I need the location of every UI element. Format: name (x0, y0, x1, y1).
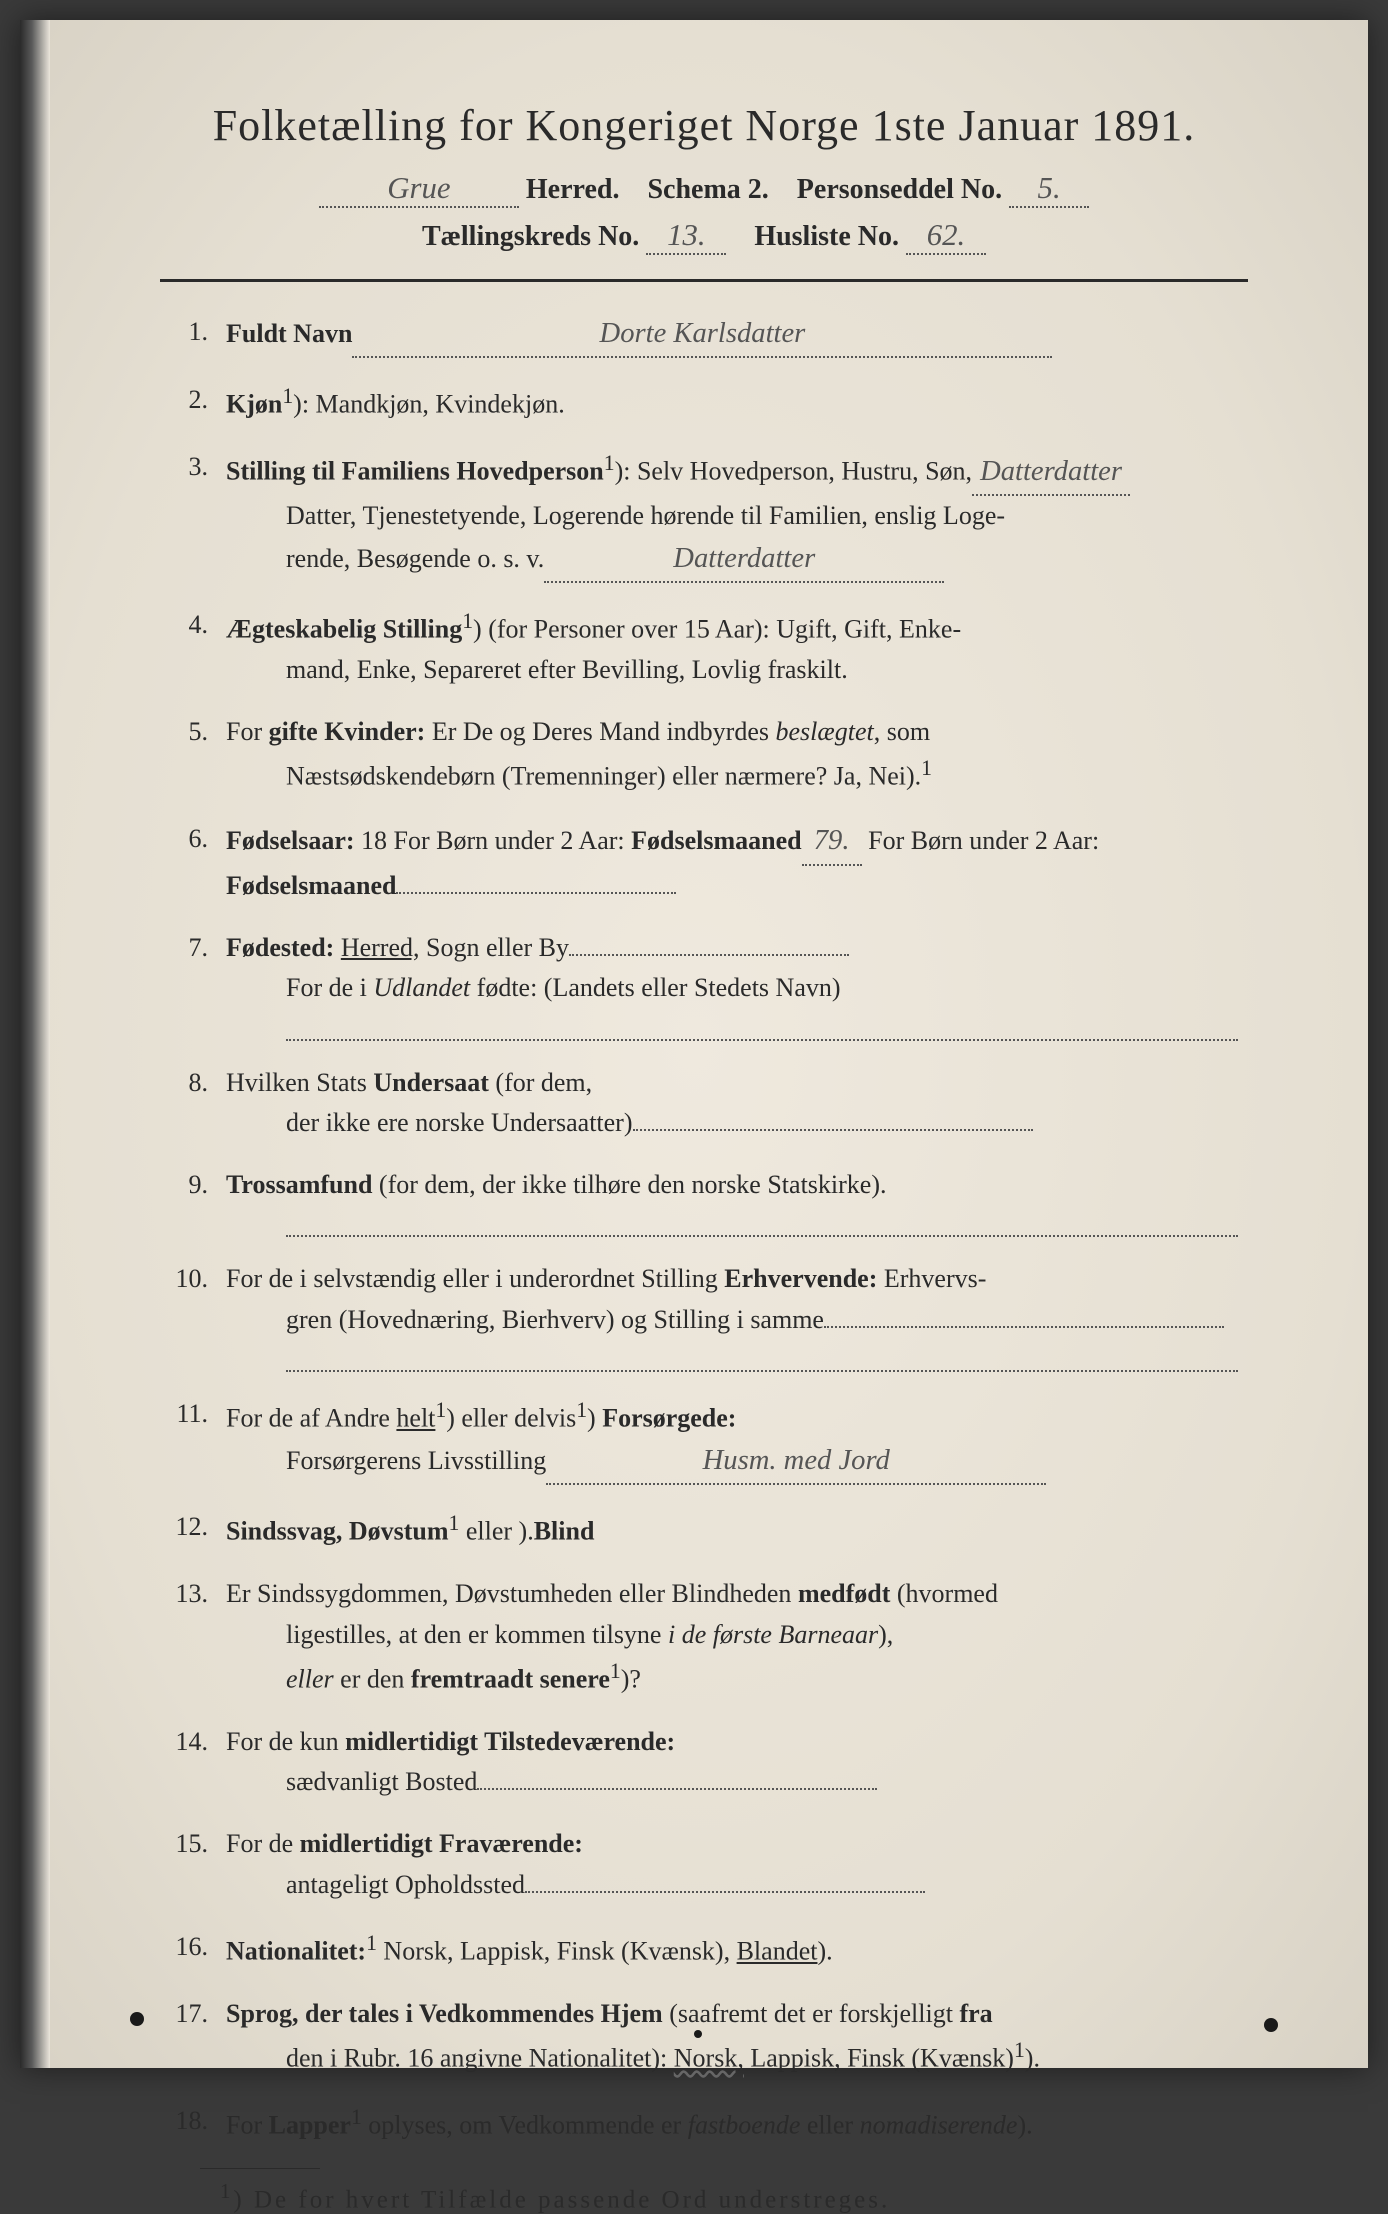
census-form-page: Folketælling for Kongeriget Norge 1ste J… (20, 20, 1368, 2068)
item-number: 8. (170, 1063, 226, 1144)
item-body: Nationalitet:1 Norsk, Lappisk, Finsk (Kv… (226, 1927, 1238, 1972)
item-body: Ægteskabelig Stilling1) (for Personer ov… (226, 605, 1238, 690)
ink-blot (1264, 2018, 1278, 2032)
item-number: 11. (170, 1394, 226, 1485)
item-number: 6. (170, 819, 226, 906)
form-item: 13.Er Sindssygdommen, Døvstumheden eller… (170, 1574, 1238, 1700)
item-number: 4. (170, 605, 226, 690)
handwritten-value: Datterdatter (972, 450, 1130, 496)
handwritten-value: Dorte Karlsdatter (352, 312, 1052, 358)
kreds-label: Tællingskreds No. (422, 221, 639, 252)
schema-label: Schema 2. (647, 174, 768, 205)
item-number: 18. (170, 2101, 226, 2146)
item-body: For de midlertidigt Fraværende:antagelig… (226, 1824, 1238, 1905)
form-item: 12.Sindssvag, Døvstum1 eller ).Blind (170, 1507, 1238, 1552)
item-body: Fuldt NavnDorte Karlsdatter (226, 312, 1238, 358)
form-item: 8.Hvilken Stats Undersaat (for dem,der i… (170, 1063, 1238, 1144)
form-item: 14.For de kun midlertidigt Tilstedeværen… (170, 1722, 1238, 1803)
form-item: 7.Fødested: Herred, Sogn eller ByFor de … (170, 928, 1238, 1041)
item-number: 7. (170, 928, 226, 1041)
header-rule (160, 279, 1248, 282)
form-item: 16.Nationalitet:1 Norsk, Lappisk, Finsk … (170, 1927, 1238, 1972)
item-number: 1. (170, 312, 226, 358)
item-number: 17. (170, 1994, 226, 2079)
herred-label: Herred. (526, 174, 620, 205)
item-number: 15. (170, 1824, 226, 1905)
footnote-marker: 1 (220, 2179, 233, 2203)
herred-line: Grue Herred. Schema 2. Personseddel No. … (160, 171, 1248, 208)
handwritten-value: 79. (802, 819, 862, 865)
item-body: Stilling til Familiens Hovedperson1): Se… (226, 447, 1238, 583)
footnote-text: ) De for hvert Tilfælde passende Ord und… (233, 2186, 890, 2213)
item-number: 5. (170, 712, 226, 797)
item-body: Trossamfund (for dem, der ikke tilhøre d… (226, 1165, 1238, 1237)
form-item: 18.For Lapper1 oplyses, om Vedkommende e… (170, 2101, 1238, 2146)
form-item: 5.For gifte Kvinder: Er De og Deres Mand… (170, 712, 1238, 797)
handwritten-value: Datterdatter (544, 537, 944, 583)
handwritten-value: Husm. med Jord (546, 1439, 1046, 1485)
item-number: 12. (170, 1507, 226, 1552)
item-body: For de af Andre helt1) eller delvis1) Fo… (226, 1394, 1238, 1485)
item-body: For de kun midlertidigt Tilstedeværende:… (226, 1722, 1238, 1803)
form-title: Folketælling for Kongeriget Norge 1ste J… (160, 100, 1248, 151)
item-body: Fødested: Herred, Sogn eller ByFor de i … (226, 928, 1238, 1041)
kreds-no: 13. (646, 218, 726, 255)
item-body: Hvilken Stats Undersaat (for dem,der ikk… (226, 1063, 1238, 1144)
form-item: 10.For de i selvstændig eller i underord… (170, 1259, 1238, 1372)
item-body: Fødselsaar: 18 For Børn under 2 Aar: Fød… (226, 819, 1238, 906)
footnote-rule (200, 2168, 320, 2169)
item-number: 14. (170, 1722, 226, 1803)
ink-blot (130, 2012, 144, 2026)
husliste-label: Husliste No. (754, 221, 899, 252)
item-body: For gifte Kvinder: Er De og Deres Mand i… (226, 712, 1238, 797)
item-number: 16. (170, 1927, 226, 1972)
item-body: For de i selvstændig eller i underordnet… (226, 1259, 1238, 1372)
ink-blot (694, 2030, 702, 2038)
item-number: 10. (170, 1259, 226, 1372)
item-body: Sprog, der tales i Vedkommendes Hjem (sa… (226, 1994, 1238, 2079)
personseddel-label: Personseddel No. (797, 174, 1002, 205)
form-item: 4.Ægteskabelig Stilling1) (for Personer … (170, 605, 1238, 690)
form-item: 11.For de af Andre helt1) eller delvis1)… (170, 1394, 1238, 1485)
form-item: 17.Sprog, der tales i Vedkommendes Hjem … (170, 1994, 1238, 2079)
item-body: Kjøn1): Mandkjøn, Kvindekjøn. (226, 380, 1238, 425)
item-number: 9. (170, 1165, 226, 1237)
item-body: Sindssvag, Døvstum1 eller ).Blind (226, 1507, 1238, 1552)
footnote: 1) De for hvert Tilfælde passende Ord un… (160, 2179, 1248, 2214)
item-body: Er Sindssygdommen, Døvstumheden eller Bl… (226, 1574, 1238, 1700)
form-item: 15.For de midlertidigt Fraværende:antage… (170, 1824, 1238, 1905)
item-number: 3. (170, 447, 226, 583)
item-number: 2. (170, 380, 226, 425)
form-item: 9.Trossamfund (for dem, der ikke tilhøre… (170, 1165, 1238, 1237)
form-item: 3.Stilling til Familiens Hovedperson1): … (170, 447, 1238, 583)
form-item: 2.Kjøn1): Mandkjøn, Kvindekjøn. (170, 380, 1238, 425)
husliste-no: 62. (906, 218, 986, 255)
herred-handwritten: Grue (319, 171, 519, 208)
kreds-line: Tællingskreds No. 13. Husliste No. 62. (160, 218, 1248, 255)
item-body: For Lapper1 oplyses, om Vedkommende er f… (226, 2101, 1238, 2146)
item-number: 13. (170, 1574, 226, 1700)
form-items: 1.Fuldt NavnDorte Karlsdatter2.Kjøn1): M… (160, 312, 1248, 2146)
form-item: 6.Fødselsaar: 18 For Børn under 2 Aar: F… (170, 819, 1238, 906)
personseddel-no: 5. (1009, 171, 1089, 208)
form-item: 1.Fuldt NavnDorte Karlsdatter (170, 312, 1238, 358)
